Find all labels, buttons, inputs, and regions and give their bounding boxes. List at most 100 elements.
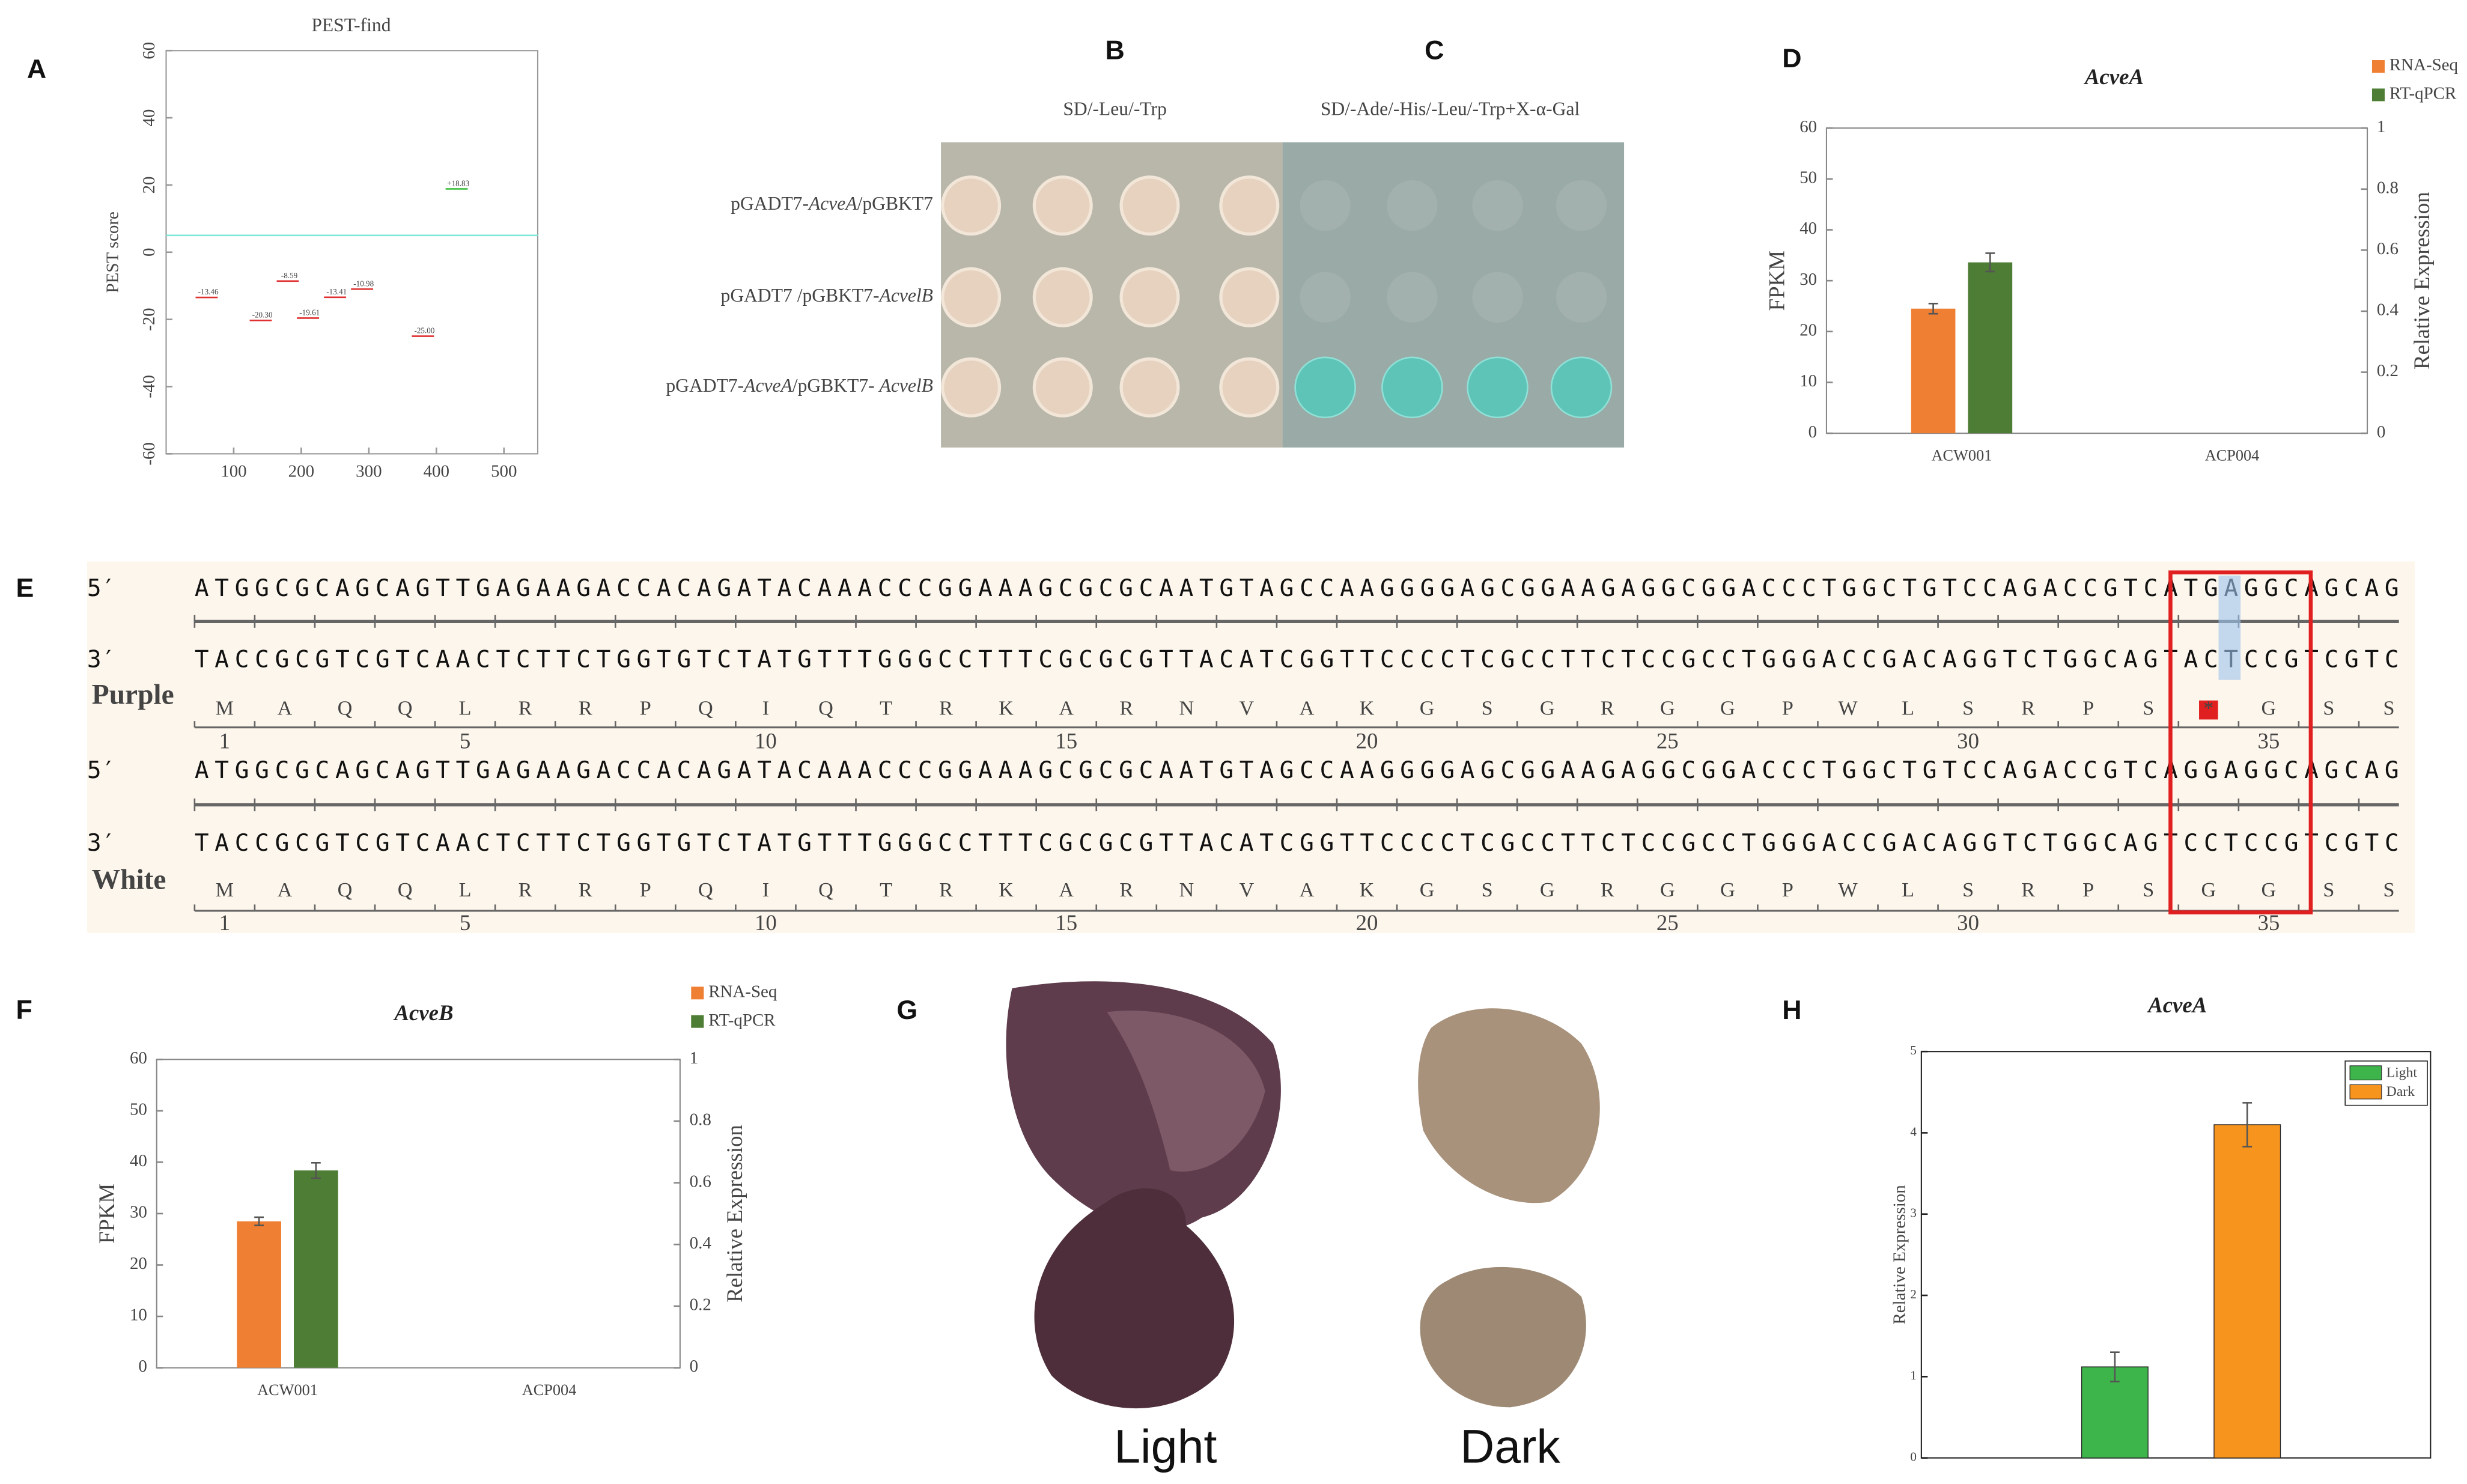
colony <box>1381 356 1443 419</box>
value-label: -10.98 <box>353 279 374 288</box>
strand-label: 3′ <box>87 646 116 674</box>
y2-tick-label: 0.4 <box>2377 300 2399 320</box>
y-axis-label: FPKM <box>94 1184 119 1244</box>
sequence-background <box>87 561 2415 933</box>
mutation-highlight <box>2218 575 2241 680</box>
colony <box>1032 175 1093 236</box>
construct-part: AcveA <box>808 193 857 214</box>
amino-acid: M <box>216 698 234 720</box>
legend-label: RNA-Seq <box>2389 55 2458 75</box>
stop-box <box>2199 700 2218 720</box>
plot-frame <box>165 50 539 455</box>
y-tick-label: 20 <box>139 176 159 193</box>
panel-label: H <box>1782 995 1801 1025</box>
amino-acid: S <box>2143 698 2154 720</box>
amino-acid: R <box>519 698 532 720</box>
amino-acid: I <box>762 698 769 720</box>
value-label: -20.30 <box>252 310 273 319</box>
x-tick-label: ACP004 <box>522 1381 577 1399</box>
amino-acid: S <box>2143 879 2154 901</box>
y2-tick-label: 0 <box>690 1357 698 1376</box>
y-tick-label: -40 <box>139 375 159 398</box>
chart-title: AcveB <box>393 1000 453 1025</box>
position-number: 10 <box>755 728 777 753</box>
legend-label: Light <box>2386 1065 2418 1080</box>
y-tick-label: 1 <box>1910 1368 1917 1382</box>
strand-label: 3′ <box>87 829 116 857</box>
amino-acid: G <box>1420 698 1435 720</box>
colony <box>1556 180 1607 231</box>
position-number: 35 <box>2257 910 2280 935</box>
y2-tick-label: 0.8 <box>690 1110 711 1130</box>
x-tick-label: 100 <box>221 462 246 481</box>
amino-acid: N <box>1179 698 1194 720</box>
amino-acid: V <box>1240 698 1255 720</box>
amino-acid: P <box>2082 698 2094 720</box>
x-tick-label: 300 <box>356 462 382 481</box>
bar <box>2213 1124 2281 1459</box>
x-tick-label: ACW001 <box>1932 447 1992 464</box>
plot-frame <box>1825 127 2368 434</box>
amino-acid: T <box>880 879 892 901</box>
medium-label: SD/-Ade/-His/-Leu/-Trp+X-α-Gal <box>1321 98 1580 119</box>
y-tick-label: 60 <box>1799 117 1817 136</box>
construct-part: AcveA <box>743 375 792 396</box>
amino-acid: * <box>2203 698 2213 720</box>
amino-acid: L <box>1902 698 1914 720</box>
y2-axis-label: Relative Expression <box>2409 192 2434 369</box>
amino-acid: G <box>1720 698 1735 720</box>
amino-acid: S <box>2323 879 2334 901</box>
amino-acid: P <box>1782 879 1793 901</box>
legend-label: RT-qPCR <box>708 1011 776 1030</box>
amino-acid: W <box>1838 698 1858 720</box>
x-tick-label: 500 <box>491 462 517 481</box>
amino-acid: R <box>939 698 953 720</box>
position-number: 30 <box>1957 728 1979 753</box>
amino-acid: A <box>1300 698 1315 720</box>
y-tick-label: -20 <box>139 308 159 331</box>
y-tick-label: 40 <box>1799 219 1817 238</box>
value-label: -13.46 <box>198 287 219 296</box>
amino-acid: G <box>1540 879 1555 901</box>
y-tick-label: 50 <box>1799 168 1817 187</box>
colony <box>1387 272 1438 323</box>
position-number: 30 <box>1957 910 1979 935</box>
amino-acid: R <box>1601 698 1614 720</box>
amino-acid: G <box>1540 698 1555 720</box>
amino-acid: S <box>1962 698 1974 720</box>
amino-acid: R <box>939 879 953 901</box>
colony <box>1467 356 1529 419</box>
colony <box>1119 357 1180 418</box>
colony <box>941 267 1002 327</box>
amino-acid: N <box>1179 879 1194 901</box>
amino-acid: M <box>216 879 234 901</box>
amino-acid: Q <box>398 698 413 720</box>
y-tick-label: 2 <box>1910 1287 1917 1301</box>
amino-acid: G <box>2262 698 2277 720</box>
bar <box>1968 262 2013 434</box>
x-tick-label: ACW001 <box>257 1381 318 1399</box>
amino-acid: K <box>1360 879 1375 901</box>
position-number: 5 <box>460 910 470 935</box>
amino-acid: G <box>1660 698 1675 720</box>
amino-acid: L <box>459 698 472 720</box>
panel-label: C <box>1425 35 1444 65</box>
y-tick-label: 5 <box>1910 1043 1917 1057</box>
legend-swatch <box>691 1015 704 1028</box>
y-tick-label: 4 <box>1910 1124 1917 1139</box>
amino-acid: A <box>278 698 293 720</box>
panel-label: E <box>16 573 34 603</box>
y-tick-label: 0 <box>1808 422 1817 442</box>
construct-part: pGADT7 /pGBKT7- <box>721 285 880 306</box>
amino-acid: P <box>2082 879 2094 901</box>
amino-acid: Q <box>818 698 833 720</box>
colony <box>1472 180 1523 231</box>
x-tick-label: ACP004 <box>2205 447 2260 464</box>
amino-acid: V <box>1240 879 1255 901</box>
construct-part: AcvelB <box>878 375 933 396</box>
amino-acid: P <box>1782 698 1793 720</box>
colony <box>1119 175 1180 236</box>
construct-part: pGADT7- <box>666 375 744 396</box>
amino-acid: S <box>1962 879 1974 901</box>
